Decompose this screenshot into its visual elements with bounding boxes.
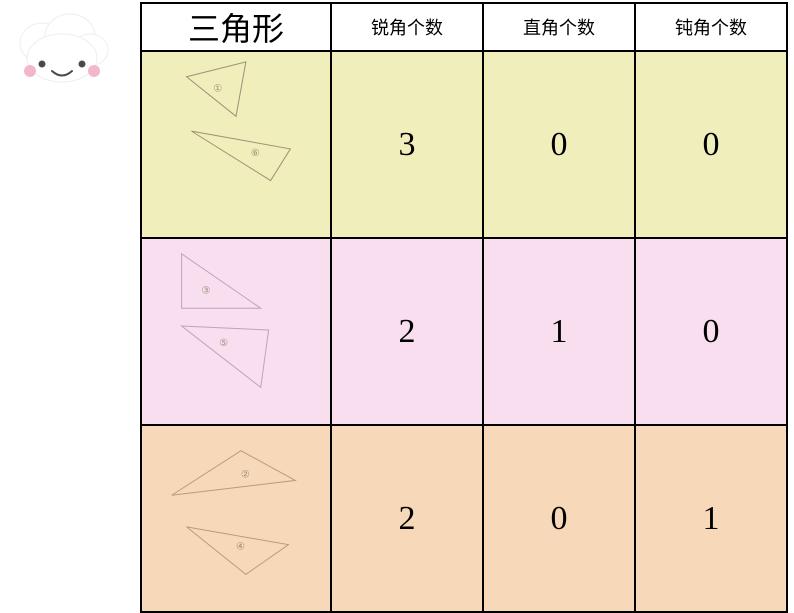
acute-count-cell: 2 [331, 425, 483, 612]
svg-text:⑤: ⑤ [219, 338, 228, 349]
svg-text:③: ③ [201, 285, 210, 296]
obtuse-count-cell: 0 [635, 238, 787, 425]
right-count-cell: 0 [483, 425, 635, 612]
svg-text:①: ① [213, 84, 222, 95]
obtuse-count-cell: 0 [635, 51, 787, 238]
header-obtuse: 钝角个数 [635, 3, 787, 51]
svg-text:②: ② [241, 469, 250, 480]
triangle-shape-cell: ②④ [141, 425, 331, 612]
svg-text:④: ④ [236, 542, 245, 553]
header-acute: 锐角个数 [331, 3, 483, 51]
acute-count-cell: 2 [331, 238, 483, 425]
header-row: 三角形 锐角个数 直角个数 钝角个数 [141, 3, 787, 51]
right-count-cell: 0 [483, 51, 635, 238]
obtuse-count-cell: 1 [635, 425, 787, 612]
acute-count-cell: 3 [331, 51, 483, 238]
table-row: ③⑤210 [141, 238, 787, 425]
table-row: ②④201 [141, 425, 787, 612]
triangle-shape-cell: ①⑥ [141, 51, 331, 238]
right-count-cell: 1 [483, 238, 635, 425]
triangle-table: 三角形 锐角个数 直角个数 钝角个数 ①⑥300③⑤210②④201 [140, 2, 788, 594]
header-triangle: 三角形 [141, 3, 331, 51]
triangle-shape-cell: ③⑤ [141, 238, 331, 425]
header-right: 直角个数 [483, 3, 635, 51]
svg-text:⑥: ⑥ [251, 148, 260, 159]
table-row: ①⑥300 [141, 51, 787, 238]
cloud-decoration [12, 8, 112, 98]
